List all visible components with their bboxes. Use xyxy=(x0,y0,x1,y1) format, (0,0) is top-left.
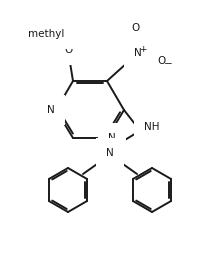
Text: +: + xyxy=(139,44,147,54)
Text: N: N xyxy=(47,105,55,115)
Text: O: O xyxy=(158,56,166,66)
Text: N: N xyxy=(108,133,116,143)
Text: methyl: methyl xyxy=(28,29,64,39)
Text: NH: NH xyxy=(144,122,159,132)
Text: −: − xyxy=(164,59,172,69)
Text: O: O xyxy=(132,23,140,33)
Text: O: O xyxy=(64,45,72,55)
Text: N: N xyxy=(134,48,142,58)
Text: N: N xyxy=(106,148,114,158)
